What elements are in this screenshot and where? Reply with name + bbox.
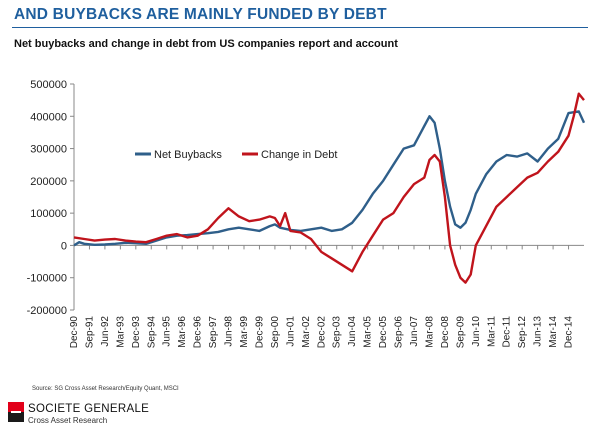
brand-name: SOCIETE GENERALE [28,403,150,415]
y-axis: 500000 400000 300000 200000 100000 0 -100000 -2… [27,79,75,317]
legend: Net Buybacks Change in Debt [135,149,337,161]
y-tick-label: 200000 [30,176,67,188]
x-tick-label: Dec-14 [564,316,575,349]
x-tick-label: Sep-12 [517,316,528,349]
x-tick-label: Sep-91 [84,316,95,349]
y-tick-label: -200000 [27,305,67,317]
x-tick-label: Sep-94 [146,316,157,349]
brand-subtitle: Cross Asset Research [28,416,108,425]
x-tick-label: Sep-00 [270,316,281,349]
x-tick-label: Dec-90 [69,316,80,349]
x-tick-label: Mar-05 [363,316,374,348]
x-tick-label: Mar-02 [301,316,312,348]
x-tick-label: Mar-14 [548,316,559,348]
y-tick-label: 300000 [30,144,67,156]
x-tick-label: Dec-05 [378,316,389,349]
societe-generale-logo [8,402,24,422]
x-tick-label: Jun-95 [162,316,173,347]
x-tick-label: Jun-01 [285,316,296,347]
series-layer [73,92,586,284]
x-tick-label: Mar-99 [239,316,250,348]
x-tick-label: Sep-03 [332,316,343,349]
x-tick-label: Sep-09 [455,316,466,349]
x-tick-label: Sep-06 [394,316,405,349]
chart-subtitle: Net buybacks and change in debt from US … [14,38,398,50]
x-tick-label: Sep-97 [208,316,219,349]
x-tick-label: Dec-99 [254,316,265,349]
series-line-net-buybacks [73,110,586,247]
x-tick-label: Dec-93 [131,316,142,349]
x-tick-label: Mar-96 [177,316,188,348]
x-tick-label: Dec-02 [316,316,327,349]
x-tick-label: Jun-07 [409,316,420,347]
x-tick-label: Jun-13 [533,316,544,347]
y-tick-label: 100000 [30,208,67,220]
x-tick-label: Jun-98 [224,316,235,347]
y-tick-label: 500000 [30,79,67,91]
title-rule [12,27,588,28]
source-note: Source: SG Cross Asset Research/Equity Q… [32,386,179,392]
x-tick-label: Jun-10 [471,316,482,347]
y-tick-label: -100000 [27,273,67,285]
y-tick-label: 0 [61,240,67,252]
x-tick-label: Dec-96 [193,316,204,349]
x-tick-label: Dec-11 [502,316,513,348]
x-tick-label: Jun-04 [347,316,358,347]
x-tick-label: Jun-92 [100,316,111,347]
y-tick-label: 400000 [30,111,67,123]
legend-label: Change in Debt [261,149,337,161]
x-tick-label: Mar-11 [486,316,497,347]
slide-title: AND BUYBACKS ARE MAINLY FUNDED BY DEBT [14,6,387,23]
x-axis: Dec-90 Sep-91 Jun-92 Mar-93 Dec-93 Sep-94 Jun-… [69,244,584,349]
x-tick-label: Dec-08 [440,316,451,349]
legend-label: Net Buybacks [154,149,222,161]
x-tick-label: Mar-93 [115,316,126,348]
x-tick-label: Mar-08 [424,316,435,348]
series-line-change-in-debt [73,92,585,284]
